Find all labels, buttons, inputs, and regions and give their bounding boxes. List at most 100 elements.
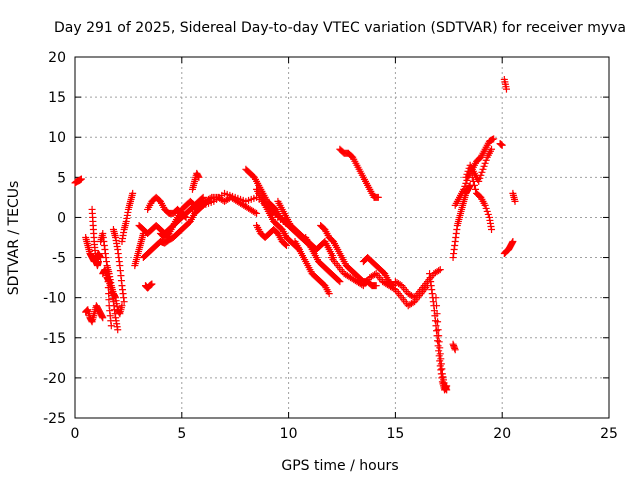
series-arc-33 [449, 340, 459, 354]
series-arc-24 [291, 238, 333, 298]
x-axis-ticks: 0 5 10 15 20 25 [71, 57, 618, 442]
series-arc-27 [336, 145, 382, 201]
data-point [502, 85, 510, 93]
data-point [468, 173, 476, 181]
data-point [470, 181, 478, 189]
data-point [436, 266, 444, 274]
data-point [462, 179, 470, 187]
y-tick-label: -5 [52, 251, 66, 267]
x-tick-label: 10 [280, 426, 298, 442]
x-tick-label: 25 [600, 426, 618, 442]
data-point [129, 189, 137, 197]
data-point [99, 314, 107, 322]
data-point [77, 175, 85, 183]
data-point [478, 168, 486, 176]
y-tick-label: 10 [48, 130, 66, 146]
data-point [374, 193, 382, 201]
data-point [325, 290, 333, 298]
data-point [396, 281, 404, 289]
data-point [434, 326, 442, 334]
x-tick-label: 20 [493, 426, 511, 442]
series-arc-11 [141, 280, 156, 292]
data-point [488, 145, 496, 153]
y-tick-label: -20 [43, 371, 66, 387]
data-point [476, 174, 484, 182]
data-point [490, 135, 498, 143]
series-arc-10 [131, 229, 147, 270]
y-tick-label: -25 [43, 411, 66, 427]
data-point [107, 322, 115, 330]
y-axis-label: SDTVAR / TECUs [6, 181, 22, 296]
data-point [433, 310, 441, 318]
data-point [481, 159, 489, 167]
data-point [148, 280, 156, 288]
plot-frame [74, 56, 610, 419]
series-arc-34 [449, 181, 474, 262]
data-point [335, 277, 343, 285]
data-point [451, 346, 459, 354]
data-point [182, 213, 190, 221]
data-point [432, 294, 440, 302]
data-point [463, 170, 471, 178]
data-point [336, 278, 344, 286]
y-axis-ticks: -25 -20 -15 -10 -5 0 5 10 15 20 [43, 50, 609, 427]
y-tick-label: 0 [57, 210, 66, 226]
series-arc-08 [109, 225, 128, 306]
series-arc-16 [188, 169, 203, 193]
data-point [435, 267, 443, 275]
data-point [94, 258, 102, 266]
chart-title: Day 291 of 2025, Sidereal Day-to-day VTE… [54, 20, 626, 36]
data-point [482, 156, 490, 164]
data-point [488, 225, 496, 233]
series-arc-41 [509, 189, 519, 205]
series-arc-35 [451, 135, 498, 209]
series-arc-36 [462, 145, 496, 185]
data-point [206, 194, 214, 202]
data-point [460, 185, 468, 193]
data-point [409, 299, 417, 307]
series-arc-37 [468, 173, 496, 233]
series-arc-39 [500, 75, 510, 93]
data-point [483, 207, 491, 215]
x-tick-label: 0 [71, 426, 80, 442]
data-point [480, 162, 488, 170]
data-point [371, 271, 379, 279]
data-point [409, 293, 417, 301]
data-point [282, 242, 290, 250]
data-point [251, 208, 259, 216]
y-tick-label: -10 [43, 291, 66, 307]
series-arc-21 [253, 221, 290, 250]
data-point [463, 176, 471, 184]
data-point [120, 298, 128, 306]
series-arc-25 [302, 234, 344, 286]
data-point [484, 210, 492, 218]
data-point [443, 386, 451, 394]
data-point [281, 241, 289, 249]
data-point [389, 282, 397, 290]
data-point [509, 238, 517, 246]
y-tick-label: 20 [48, 50, 66, 66]
data-points [71, 75, 519, 394]
data-point [436, 344, 444, 352]
series-arc-01 [71, 175, 85, 187]
data-point [253, 209, 261, 217]
series-arc-38 [496, 140, 506, 149]
data-point [388, 281, 396, 289]
data-point [462, 173, 470, 181]
data-point [105, 296, 113, 304]
data-point [477, 171, 485, 179]
y-tick-label: 5 [57, 170, 66, 186]
data-point [498, 141, 506, 149]
y-tick-label: -15 [43, 331, 66, 347]
y-tick-label: 15 [48, 90, 66, 106]
series-arc-12 [139, 205, 203, 262]
data-point [434, 318, 442, 326]
series-arc-04 [88, 205, 102, 270]
series-arc-02 [82, 302, 107, 326]
series-arc-09 [118, 189, 137, 246]
series-arc-32 [432, 294, 451, 394]
data-point [479, 165, 487, 173]
data-point [511, 197, 519, 205]
data-point [358, 281, 366, 289]
